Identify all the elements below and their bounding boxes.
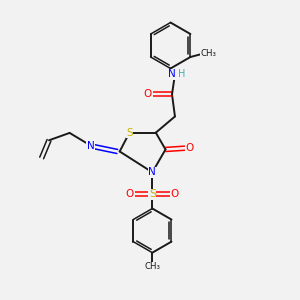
Text: O: O xyxy=(186,143,194,153)
Text: CH₃: CH₃ xyxy=(201,49,217,58)
Text: O: O xyxy=(126,189,134,200)
Text: O: O xyxy=(144,89,152,99)
Text: N: N xyxy=(148,167,156,177)
Text: O: O xyxy=(171,189,179,200)
Text: S: S xyxy=(149,189,156,200)
Text: N: N xyxy=(87,141,94,151)
Text: H: H xyxy=(178,69,185,80)
Text: CH₃: CH₃ xyxy=(144,262,160,271)
Text: S: S xyxy=(126,128,133,138)
Text: N: N xyxy=(167,69,175,80)
